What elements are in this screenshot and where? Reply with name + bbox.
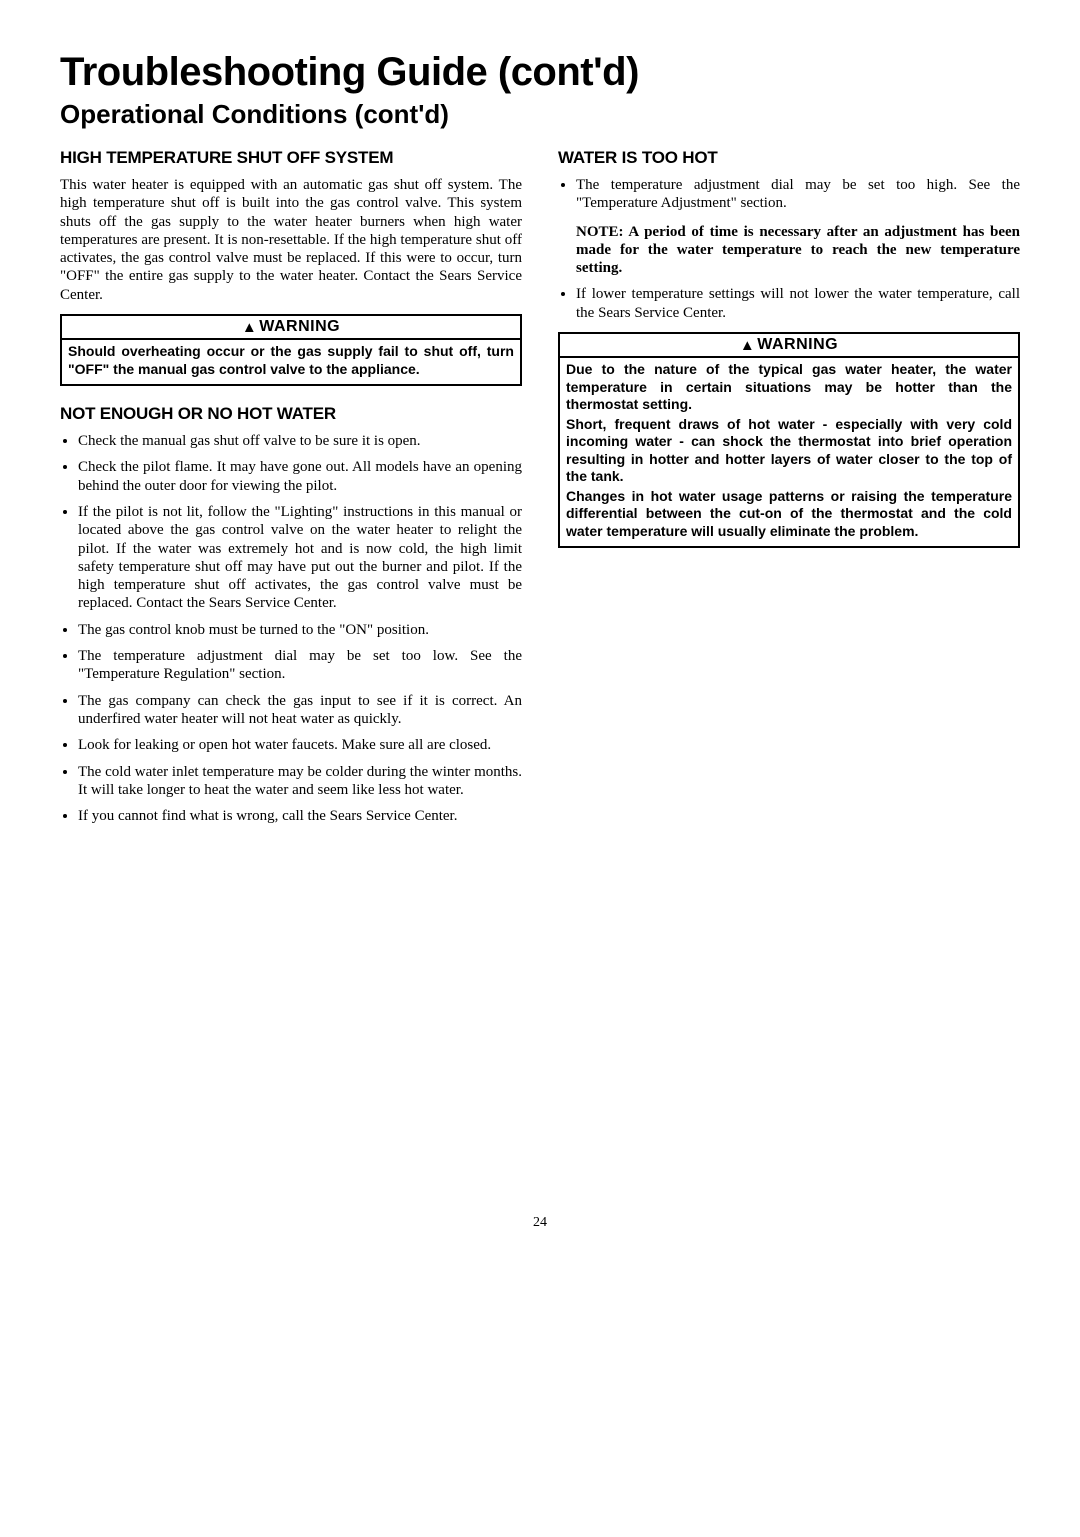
warning-body: Due to the nature of the typical gas wat… bbox=[560, 358, 1018, 546]
list-item: If lower temperature settings will not l… bbox=[576, 285, 1020, 322]
right-column: WATER IS TOO HOT The temperature adjustm… bbox=[558, 138, 1020, 835]
warning-text: Short, frequent draws of hot water - esp… bbox=[566, 416, 1012, 486]
list-item: Look for leaking or open hot water fauce… bbox=[78, 736, 522, 754]
note-adjustment: NOTE: A period of time is necessary afte… bbox=[576, 223, 1020, 278]
list-item: The gas company can check the gas input … bbox=[78, 692, 522, 729]
warning-text: Changes in hot water usage patterns or r… bbox=[566, 488, 1012, 541]
warning-box-overheat: ▲WARNING Should overheating occur or the… bbox=[60, 314, 522, 386]
list-item: The temperature adjustment dial may be s… bbox=[78, 647, 522, 684]
list-item: If you cannot find what is wrong, call t… bbox=[78, 807, 522, 825]
warning-header: ▲WARNING bbox=[62, 316, 520, 340]
warning-label: WARNING bbox=[259, 318, 340, 335]
warning-text: Should overheating occur or the gas supp… bbox=[68, 343, 514, 378]
left-column: HIGH TEMPERATURE SHUT OFF SYSTEM This wa… bbox=[60, 138, 522, 835]
list-item: The gas control knob must be turned to t… bbox=[78, 621, 522, 639]
heading-too-hot: WATER IS TOO HOT bbox=[558, 148, 1020, 168]
content-columns: HIGH TEMPERATURE SHUT OFF SYSTEM This wa… bbox=[60, 138, 1020, 835]
high-temp-paragraph: This water heater is equipped with an au… bbox=[60, 176, 522, 304]
too-hot-list-2: If lower temperature settings will not l… bbox=[558, 285, 1020, 322]
page-subtitle: Operational Conditions (cont'd) bbox=[60, 99, 1020, 130]
warning-triangle-icon: ▲ bbox=[242, 319, 257, 336]
list-item: The temperature adjustment dial may be s… bbox=[576, 176, 1020, 213]
warning-text: Due to the nature of the typical gas wat… bbox=[566, 361, 1012, 414]
warning-header: ▲WARNING bbox=[560, 334, 1018, 358]
warning-body: Should overheating occur or the gas supp… bbox=[62, 340, 520, 384]
too-hot-list-1: The temperature adjustment dial may be s… bbox=[558, 176, 1020, 213]
warning-triangle-icon: ▲ bbox=[740, 337, 755, 354]
not-enough-list: Check the manual gas shut off valve to b… bbox=[60, 432, 522, 825]
list-item: Check the manual gas shut off valve to b… bbox=[78, 432, 522, 450]
list-item: Check the pilot flame. It may have gone … bbox=[78, 458, 522, 495]
heading-high-temp: HIGH TEMPERATURE SHUT OFF SYSTEM bbox=[60, 148, 522, 168]
list-item: If the pilot is not lit, follow the "Lig… bbox=[78, 503, 522, 613]
heading-not-enough: NOT ENOUGH OR NO HOT WATER bbox=[60, 404, 522, 424]
warning-box-nature: ▲WARNING Due to the nature of the typica… bbox=[558, 332, 1020, 548]
list-item: The cold water inlet temperature may be … bbox=[78, 763, 522, 800]
page-title: Troubleshooting Guide (cont'd) bbox=[60, 50, 1020, 95]
page-number: 24 bbox=[60, 1215, 1020, 1231]
warning-label: WARNING bbox=[757, 336, 838, 353]
